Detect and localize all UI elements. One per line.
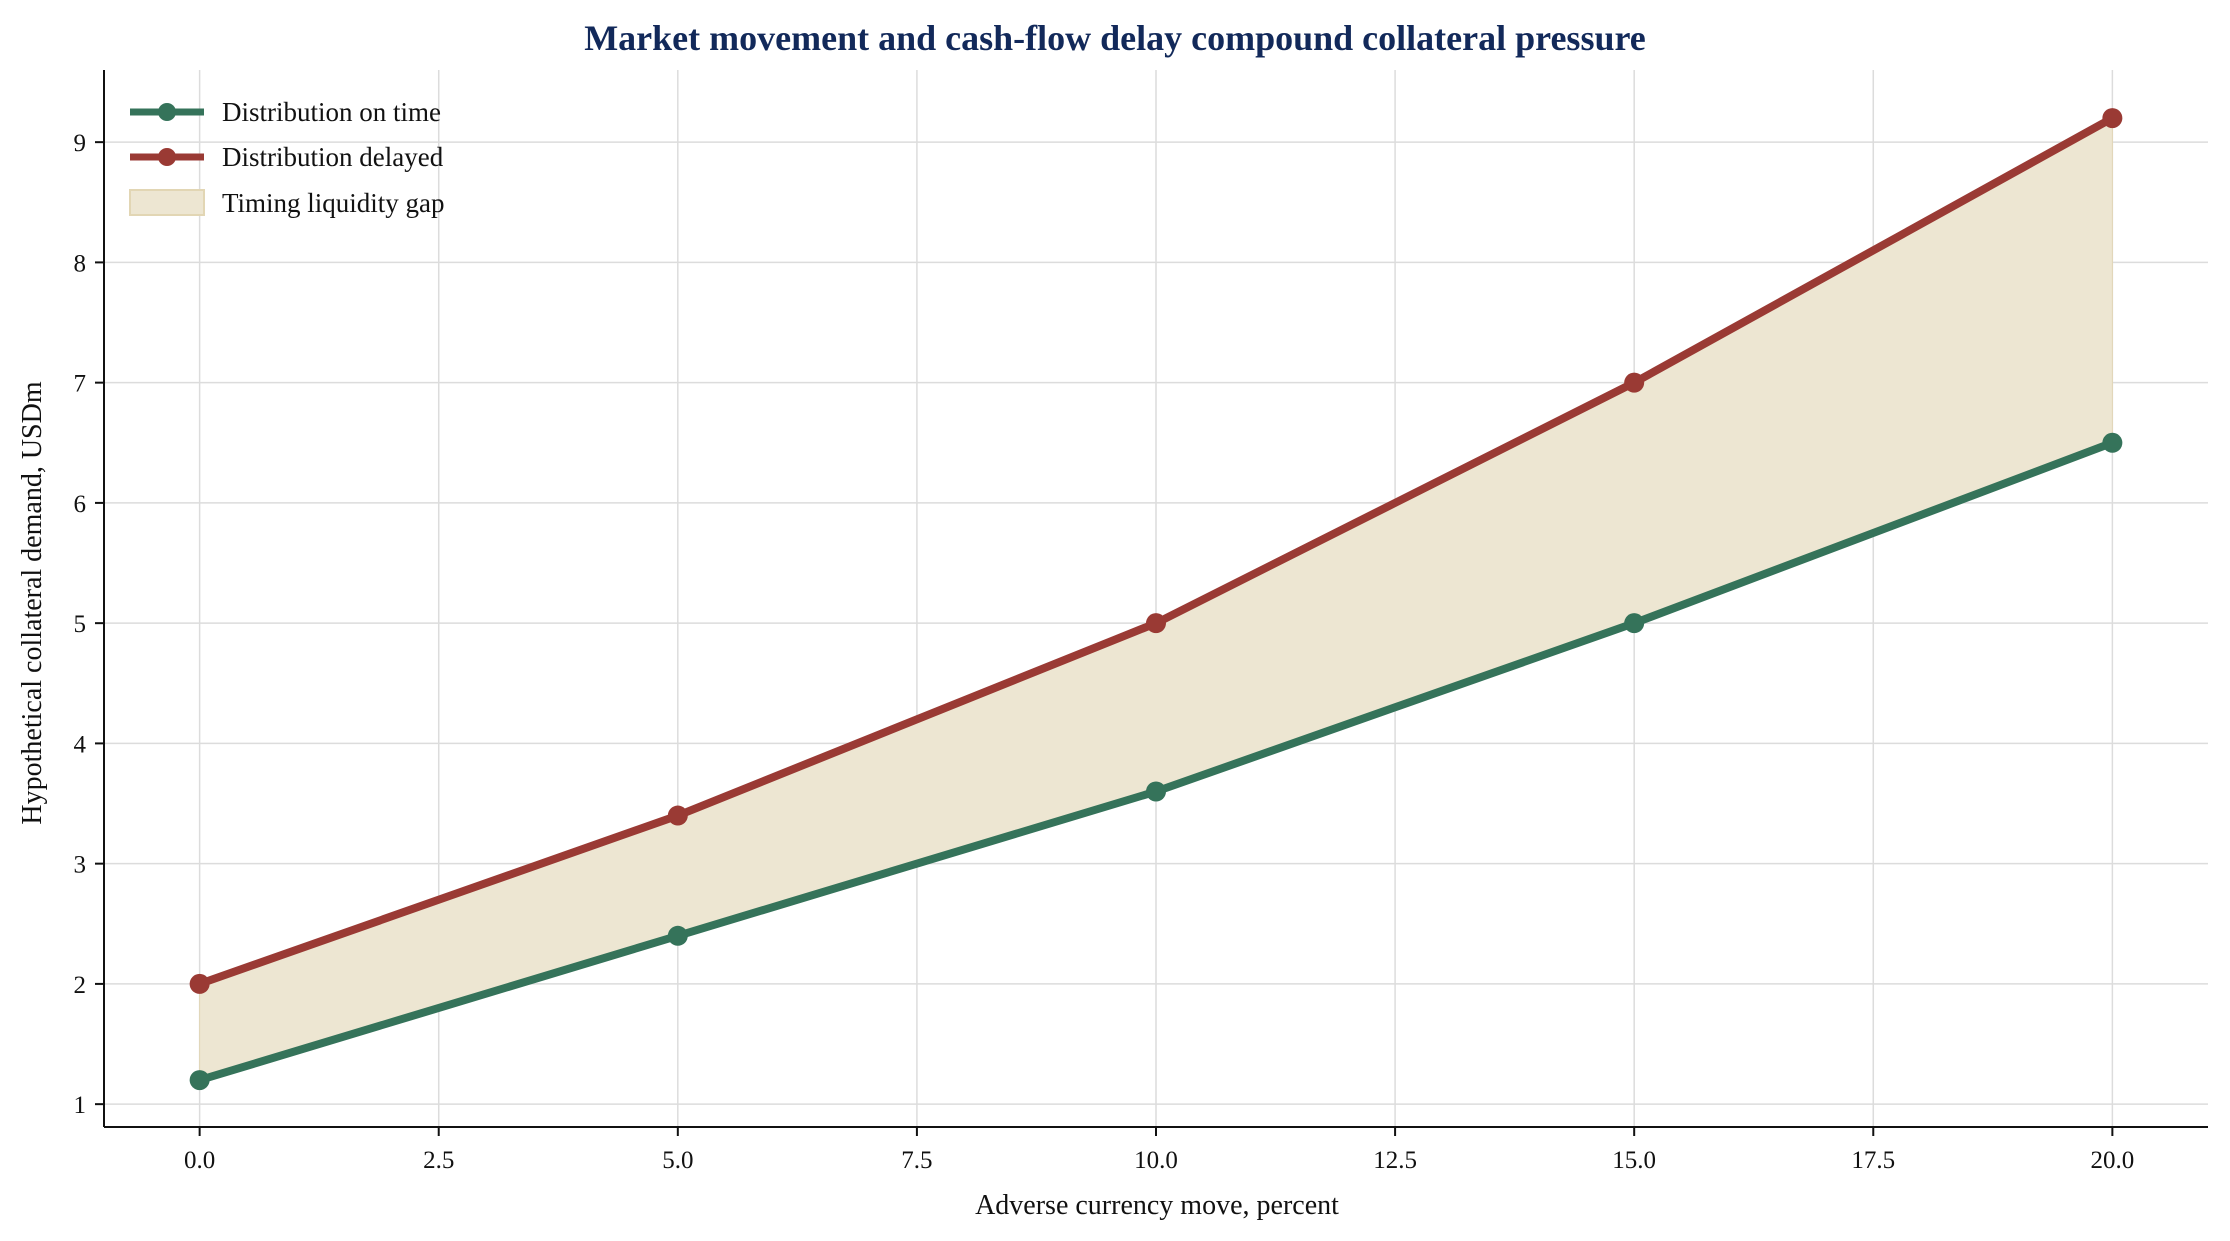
legend-label-delayed: Distribution delayed	[222, 142, 444, 172]
y-tick-label: 4	[74, 731, 87, 758]
data-point-delayed	[2102, 108, 2123, 129]
data-point-on-time	[1624, 613, 1645, 634]
y-tick-label: 2	[74, 972, 87, 999]
data-point-delayed	[189, 973, 210, 994]
x-tick-label: 5.0	[662, 1147, 693, 1174]
x-axis-label: Adverse currency move, percent	[975, 1190, 1339, 1221]
y-tick-label: 5	[74, 611, 87, 638]
y-tick-label: 6	[74, 491, 87, 518]
y-tick-label: 8	[74, 250, 87, 277]
data-point-on-time	[189, 1070, 210, 1091]
data-point-delayed	[1146, 613, 1166, 634]
legend-label-on-time: Distribution on time	[222, 97, 441, 127]
y-tick-label: 3	[74, 852, 87, 879]
data-point-on-time	[2102, 432, 2123, 453]
series-layer	[189, 108, 2123, 1091]
data-point-on-time	[1146, 781, 1166, 802]
legend: Distribution on time Distribution delaye…	[129, 97, 445, 218]
y-axis-label: Hypothetical collateral demand, USDm	[17, 381, 48, 824]
x-tick-label: 2.5	[423, 1147, 454, 1174]
legend-dot-delayed	[158, 148, 176, 166]
y-tick-label: 1	[74, 1092, 87, 1119]
x-tick-label: 15.0	[1612, 1147, 1656, 1174]
chart-title: Market movement and cash-flow delay comp…	[584, 18, 1646, 58]
legend-label-gap: Timing liquidity gap	[222, 188, 445, 218]
x-tick-label: 0.0	[184, 1147, 215, 1174]
legend-swatch-gap	[129, 189, 205, 216]
x-tick-label: 7.5	[901, 1147, 932, 1174]
data-point-on-time	[667, 925, 688, 946]
x-tick-label: 20.0	[2090, 1147, 2134, 1174]
y-tick-label: 9	[74, 130, 87, 157]
data-point-delayed	[667, 805, 688, 826]
y-ticks: 1 2 3 4 5 6 7 8 9	[74, 130, 104, 1119]
x-tick-label: 12.5	[1373, 1147, 1417, 1174]
x-tick-label: 10.0	[1134, 1147, 1178, 1174]
x-tick-label: 17.5	[1851, 1147, 1895, 1174]
x-ticks: 0.0 2.5 5.0 7.5 10.0 12.5 15.0 17.5 20.0	[184, 1127, 2134, 1174]
legend-dot-on-time	[158, 103, 176, 121]
data-point-delayed	[1624, 372, 1645, 393]
y-tick-label: 7	[74, 371, 87, 398]
